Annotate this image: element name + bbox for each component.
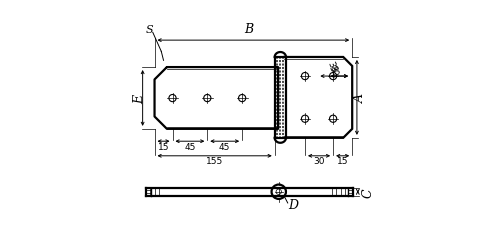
Text: 15: 15	[337, 157, 348, 166]
Text: A: A	[354, 93, 367, 102]
Text: 38: 38	[326, 60, 338, 74]
Text: 45: 45	[219, 142, 230, 151]
Text: D: D	[288, 198, 298, 211]
Text: C: C	[362, 187, 375, 197]
Text: B: B	[244, 22, 254, 35]
Text: 155: 155	[206, 157, 223, 166]
Text: 15: 15	[158, 142, 170, 151]
Text: 45: 45	[184, 142, 196, 151]
Text: S: S	[146, 25, 153, 35]
Text: E: E	[133, 94, 146, 103]
Text: 30: 30	[326, 64, 340, 78]
Text: 30: 30	[314, 157, 325, 166]
